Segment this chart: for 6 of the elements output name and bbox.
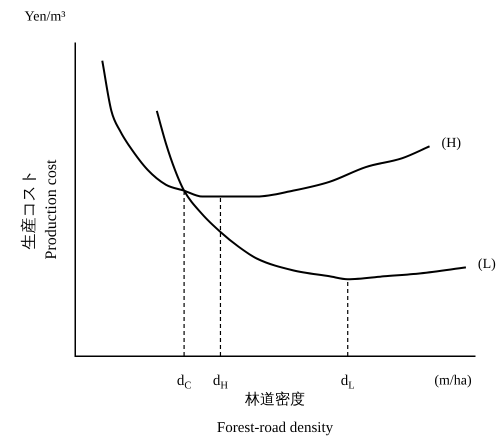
series-label: (L) — [478, 257, 496, 272]
x-axis-title: 林道密度 Forest-road density — [216, 390, 334, 436]
y-axis-title: 生産コスト Production cost — [20, 158, 60, 260]
series-label: (H) — [442, 136, 462, 152]
text: (m/ha) — [434, 374, 472, 389]
text: Yen/m³ — [24, 10, 66, 25]
